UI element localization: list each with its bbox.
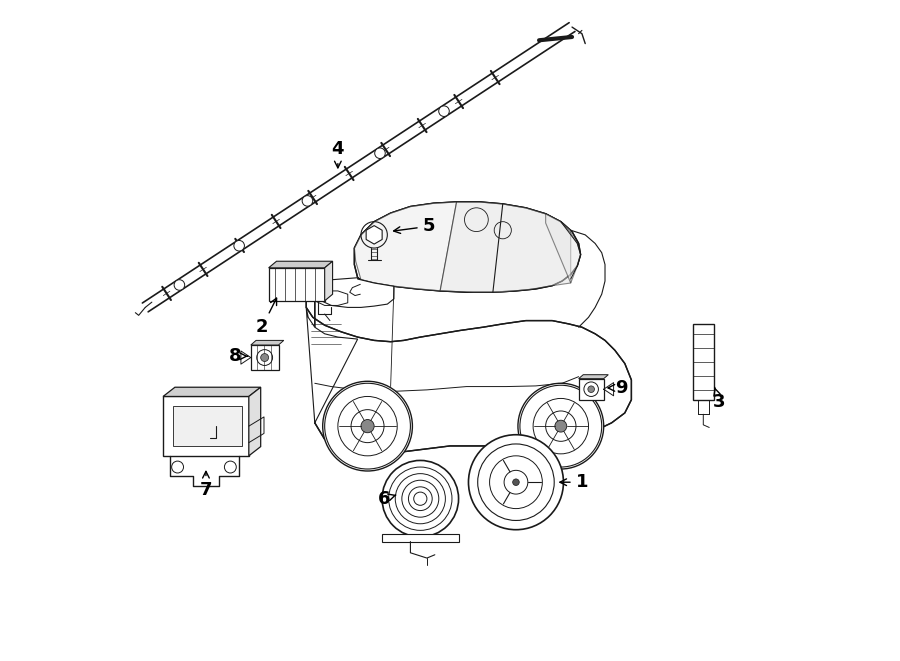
- Circle shape: [224, 461, 237, 473]
- Bar: [382, 533, 459, 541]
- Circle shape: [588, 386, 595, 393]
- Circle shape: [513, 479, 519, 486]
- Text: 2: 2: [256, 298, 276, 336]
- Polygon shape: [355, 202, 456, 291]
- Text: 8: 8: [230, 347, 248, 366]
- Polygon shape: [366, 225, 382, 244]
- Polygon shape: [163, 387, 261, 397]
- Polygon shape: [440, 202, 571, 292]
- Polygon shape: [163, 397, 248, 456]
- Text: 3: 3: [713, 387, 725, 410]
- Polygon shape: [251, 340, 284, 345]
- Circle shape: [256, 350, 273, 366]
- Polygon shape: [545, 214, 580, 283]
- Circle shape: [518, 383, 604, 469]
- Polygon shape: [355, 202, 580, 292]
- Text: 6: 6: [378, 490, 396, 508]
- Circle shape: [323, 381, 412, 471]
- Polygon shape: [268, 261, 333, 268]
- Polygon shape: [251, 345, 278, 370]
- Circle shape: [261, 354, 268, 362]
- Text: 7: 7: [200, 471, 212, 499]
- Circle shape: [302, 196, 312, 206]
- Circle shape: [584, 382, 598, 397]
- Text: 4: 4: [331, 140, 344, 168]
- Polygon shape: [579, 375, 608, 379]
- Polygon shape: [325, 261, 333, 301]
- Polygon shape: [306, 307, 357, 423]
- Polygon shape: [311, 278, 394, 307]
- Polygon shape: [306, 281, 632, 453]
- Circle shape: [438, 106, 449, 116]
- Circle shape: [174, 280, 184, 290]
- Polygon shape: [173, 407, 242, 446]
- Circle shape: [361, 420, 374, 433]
- Circle shape: [469, 435, 563, 529]
- Text: 9: 9: [608, 379, 627, 397]
- Polygon shape: [248, 387, 261, 456]
- Polygon shape: [693, 324, 714, 400]
- Text: 5: 5: [393, 217, 435, 235]
- Circle shape: [172, 461, 184, 473]
- Text: 1: 1: [560, 473, 589, 491]
- Polygon shape: [579, 379, 604, 400]
- Circle shape: [234, 241, 245, 251]
- Circle shape: [374, 148, 385, 159]
- Circle shape: [555, 420, 567, 432]
- Circle shape: [382, 461, 459, 537]
- Polygon shape: [268, 268, 325, 301]
